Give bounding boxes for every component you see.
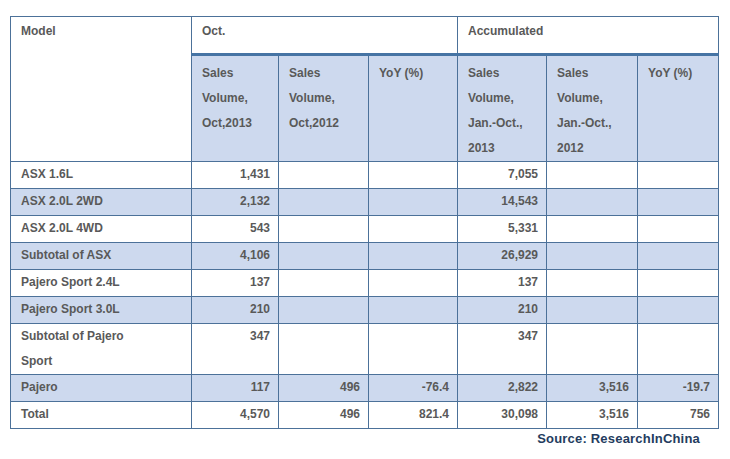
value-cell — [638, 297, 719, 324]
value-cell — [369, 243, 458, 270]
model-cell: Pajero Sport 3.0L — [11, 297, 192, 324]
header-group-oct: Oct. — [192, 17, 458, 55]
value-cell: 756 — [638, 402, 719, 429]
value-cell: 30,098 — [458, 402, 547, 429]
model-cell: Subtotal of Pajero Sport — [11, 324, 192, 375]
value-cell — [638, 324, 719, 375]
value-cell: 1,431 — [192, 162, 279, 189]
value-cell — [547, 243, 638, 270]
value-cell: 5,331 — [458, 216, 547, 243]
value-cell — [547, 270, 638, 297]
model-cell: ASX 1.6L — [11, 162, 192, 189]
value-cell: 543 — [192, 216, 279, 243]
value-cell — [279, 243, 369, 270]
model-cell: ASX 2.0L 4WD — [11, 216, 192, 243]
value-cell — [279, 189, 369, 216]
table-row-asx-20-2wd: ASX 2.0L 2WD 2,132 14,543 — [11, 189, 719, 216]
value-cell — [638, 162, 719, 189]
value-cell — [279, 324, 369, 375]
value-cell: 347 — [458, 324, 547, 375]
header-yoy-acc: YoY (%) — [638, 55, 719, 162]
value-cell: 210 — [192, 297, 279, 324]
value-cell — [638, 270, 719, 297]
table-row-asx-16: ASX 1.6L 1,431 7,055 — [11, 162, 719, 189]
value-cell: -76.4 — [369, 375, 458, 402]
value-cell: 137 — [192, 270, 279, 297]
value-cell — [369, 162, 458, 189]
model-cell: ASX 2.0L 2WD — [11, 189, 192, 216]
header-sales-oct-2013: Sales Volume, Oct,2013 — [192, 55, 279, 162]
value-cell: 26,929 — [458, 243, 547, 270]
value-cell — [279, 297, 369, 324]
value-cell: 3,516 — [547, 375, 638, 402]
page: Model Oct. Accumulated Sales Volume, Oct… — [0, 0, 730, 459]
value-cell — [638, 189, 719, 216]
value-cell — [547, 189, 638, 216]
model-cell: Subtotal of ASX — [11, 243, 192, 270]
value-cell: 14,543 — [458, 189, 547, 216]
model-cell: Pajero — [11, 375, 192, 402]
value-cell — [547, 216, 638, 243]
value-cell — [369, 270, 458, 297]
value-cell — [279, 162, 369, 189]
value-cell: 347 — [192, 324, 279, 375]
value-cell: 4,570 — [192, 402, 279, 429]
value-cell: 117 — [192, 375, 279, 402]
model-cell: Pajero Sport 2.4L — [11, 270, 192, 297]
value-cell: 821.4 — [369, 402, 458, 429]
value-cell — [547, 324, 638, 375]
source-attribution: Source: ResearchInChina — [537, 431, 700, 446]
model-cell: Total — [11, 402, 192, 429]
header-model: Model — [11, 17, 192, 162]
value-cell: 137 — [458, 270, 547, 297]
value-cell — [369, 216, 458, 243]
value-cell — [638, 216, 719, 243]
table-row-asx-20-4wd: ASX 2.0L 4WD 543 5,331 — [11, 216, 719, 243]
value-cell: 2,132 — [192, 189, 279, 216]
header-sales-acc-2013: Sales Volume, Jan.-Oct., 2013 — [458, 55, 547, 162]
header-group-accumulated: Accumulated — [458, 17, 719, 55]
value-cell: 3,516 — [547, 402, 638, 429]
value-cell — [547, 162, 638, 189]
table-row-subtotal-asx: Subtotal of ASX 4,106 26,929 — [11, 243, 719, 270]
table-row-pajero: Pajero 117 496 -76.4 2,822 3,516 -19.7 — [11, 375, 719, 402]
value-cell — [369, 324, 458, 375]
header-sales-acc-2012: Sales Volume, Jan.-Oct., 2012 — [547, 55, 638, 162]
value-cell — [369, 189, 458, 216]
header-group-row: Model Oct. Accumulated — [11, 17, 719, 55]
value-cell: -19.7 — [638, 375, 719, 402]
table-row-total: Total 4,570 496 821.4 30,098 3,516 756 — [11, 402, 719, 429]
value-cell — [369, 297, 458, 324]
value-cell: 496 — [279, 402, 369, 429]
sales-table: Model Oct. Accumulated Sales Volume, Oct… — [10, 16, 719, 429]
table-row-subtotal-pajero-sport: Subtotal of Pajero Sport 347 347 — [11, 324, 719, 375]
value-cell — [547, 297, 638, 324]
value-cell: 7,055 — [458, 162, 547, 189]
value-cell: 210 — [458, 297, 547, 324]
table-row-pajero-sport-30: Pajero Sport 3.0L 210 210 — [11, 297, 719, 324]
value-cell: 496 — [279, 375, 369, 402]
value-cell — [279, 270, 369, 297]
header-yoy-oct: YoY (%) — [369, 55, 458, 162]
value-cell: 4,106 — [192, 243, 279, 270]
value-cell — [638, 243, 719, 270]
table-row-pajero-sport-24: Pajero Sport 2.4L 137 137 — [11, 270, 719, 297]
header-sales-oct-2012: Sales Volume, Oct,2012 — [279, 55, 369, 162]
value-cell: 2,822 — [458, 375, 547, 402]
value-cell — [279, 216, 369, 243]
